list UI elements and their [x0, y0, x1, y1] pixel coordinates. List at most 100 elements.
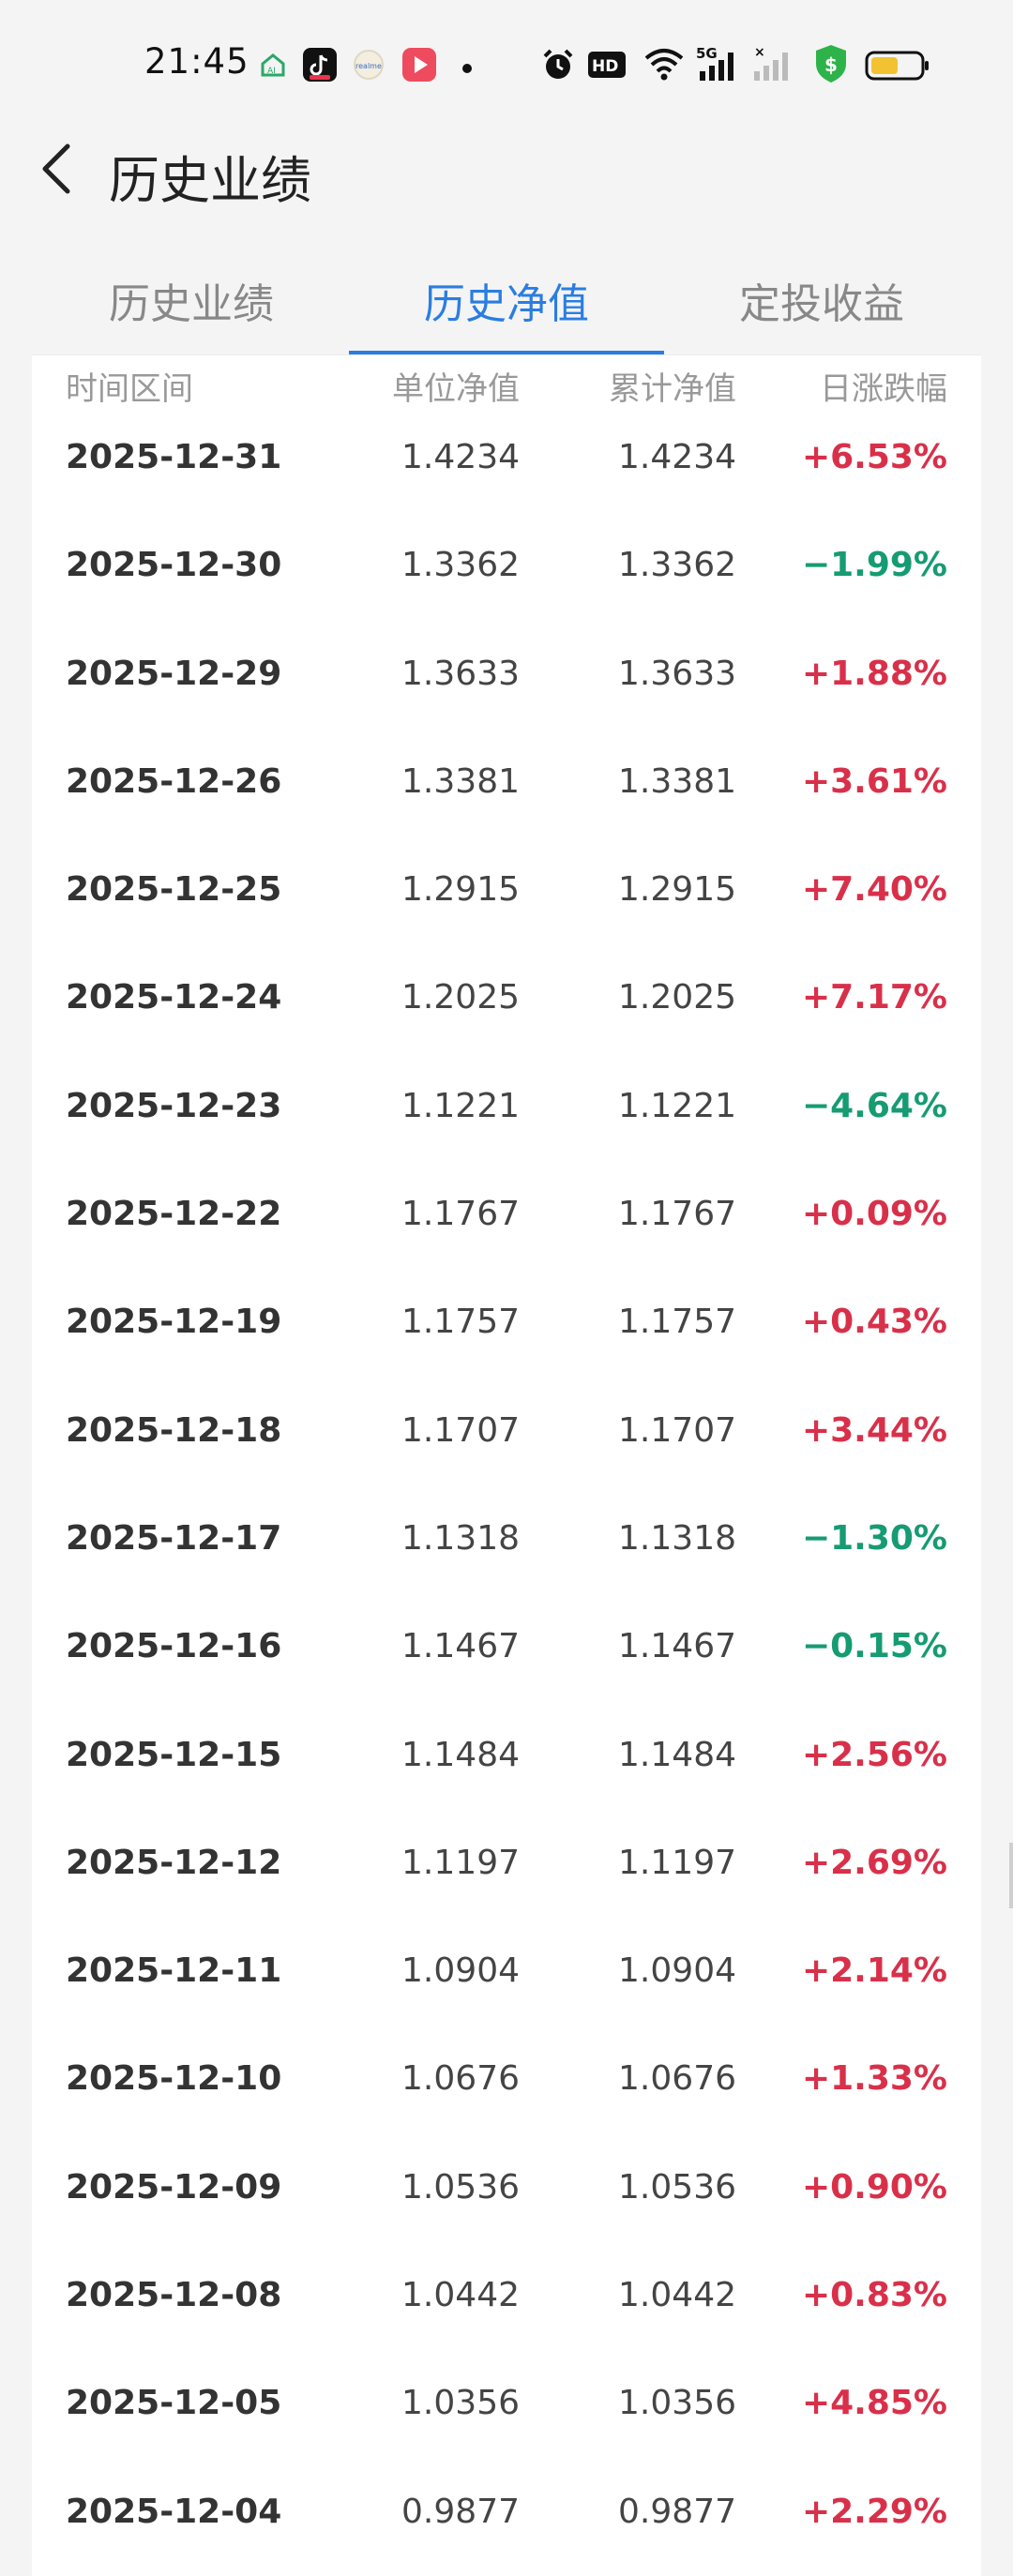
row-acc-nav: 1.3362: [618, 546, 736, 585]
table-row[interactable]: 2025-12-31 1.4234 1.4234 +6.53%: [32, 414, 981, 521]
app-ai-icon: AI: [257, 49, 289, 84]
table-row[interactable]: 2025-12-04 0.9877 0.9877 +2.29%: [32, 2468, 981, 2576]
row-change: +0.43%: [801, 1303, 947, 1342]
row-change: +6.53%: [801, 438, 947, 476]
row-acc-nav: 1.1467: [618, 1627, 736, 1666]
table-row[interactable]: 2025-12-08 1.0442 1.0442 +0.83%: [32, 2252, 981, 2359]
row-unit-nav: 1.3633: [401, 654, 520, 693]
row-unit-nav: 1.3381: [401, 761, 520, 801]
table-row[interactable]: 2025-12-10 1.0676 1.0676 +1.33%: [32, 2035, 981, 2143]
row-date: 2025-12-29: [66, 654, 282, 693]
row-acc-nav: 1.0442: [618, 2276, 736, 2315]
svg-text:HD: HD: [592, 57, 618, 76]
row-date: 2025-12-17: [66, 1518, 282, 1558]
row-unit-nav: 1.1707: [401, 1410, 520, 1450]
table-row[interactable]: 2025-12-22 1.1767 1.1767 +0.09%: [32, 1170, 981, 1278]
row-unit-nav: 1.0676: [401, 2059, 520, 2099]
row-date: 2025-12-08: [66, 2276, 282, 2315]
row-acc-nav: 1.1707: [618, 1410, 736, 1450]
row-unit-nav: 1.0536: [401, 2167, 520, 2207]
row-change: +2.69%: [801, 1843, 947, 1882]
back-button[interactable]: [28, 141, 84, 197]
row-date: 2025-12-12: [66, 1843, 282, 1882]
table-row[interactable]: 2025-12-24 1.2025 1.2025 +7.17%: [32, 954, 981, 1062]
table-row[interactable]: 2025-12-25 1.2915 1.2915 +7.40%: [32, 846, 981, 954]
row-change: +0.83%: [801, 2276, 947, 2315]
row-acc-nav: 1.0676: [618, 2059, 736, 2099]
table-row[interactable]: 2025-12-17 1.1318 1.1318 −1.30%: [32, 1495, 981, 1603]
svg-text:AI: AI: [267, 67, 276, 76]
row-unit-nav: 1.1767: [401, 1195, 520, 1234]
row-date: 2025-12-22: [66, 1195, 282, 1234]
tab-nav-history[interactable]: 历史净值: [424, 280, 589, 328]
header-change: 日涨跌幅: [820, 370, 947, 408]
realme-icon: realme: [351, 49, 386, 84]
row-date: 2025-12-23: [66, 1086, 282, 1125]
tiktok-icon: [302, 47, 338, 86]
table-body: 2025-12-31 1.4234 1.4234 +6.53% 2025-12-30 1.…: [32, 414, 981, 2576]
table-row[interactable]: 2025-12-30 1.3362 1.3362 −1.99%: [32, 521, 981, 629]
row-date: 2025-12-19: [66, 1303, 282, 1342]
row-change: +3.44%: [801, 1410, 947, 1450]
row-acc-nav: 1.2025: [618, 978, 736, 1017]
row-unit-nav: 1.4234: [401, 438, 520, 476]
row-date: 2025-12-25: [66, 870, 282, 910]
row-change: +0.09%: [801, 1195, 947, 1234]
table-row[interactable]: 2025-12-18 1.1707 1.1707 +3.44%: [32, 1387, 981, 1495]
row-date: 2025-12-15: [66, 1735, 282, 1774]
table-row[interactable]: 2025-12-29 1.3633 1.3633 +1.88%: [32, 630, 981, 738]
row-acc-nav: 1.0536: [618, 2167, 736, 2207]
table-row[interactable]: 2025-12-12 1.1197 1.1197 +2.69%: [32, 1819, 981, 1927]
header-acc-nav: 累计净值: [609, 370, 736, 408]
signal-icon: ×: [750, 45, 797, 86]
table-row[interactable]: 2025-12-23 1.1221 1.1221 −4.64%: [32, 1062, 981, 1170]
table-row[interactable]: 2025-12-26 1.3381 1.3381 +3.61%: [32, 738, 981, 846]
status-time: 21:45: [144, 41, 249, 82]
row-change: +3.61%: [801, 761, 947, 801]
table-row[interactable]: 2025-12-09 1.0536 1.0536 +0.90%: [32, 2144, 981, 2252]
row-date: 2025-12-24: [66, 978, 282, 1017]
row-unit-nav: 1.1221: [401, 1086, 520, 1125]
row-date: 2025-12-31: [66, 438, 282, 476]
row-acc-nav: 1.0904: [618, 1951, 736, 1991]
table-row[interactable]: 2025-12-11 1.0904 1.0904 +2.14%: [32, 1927, 981, 2035]
row-date: 2025-12-10: [66, 2059, 282, 2099]
dot-icon: [461, 60, 473, 78]
battery-icon: [865, 51, 930, 84]
svg-text:×: ×: [754, 45, 765, 60]
row-acc-nav: 1.1767: [618, 1195, 736, 1234]
tab-sip-returns[interactable]: 定投收益: [739, 280, 904, 328]
video-icon: [401, 47, 437, 86]
page-header: 历史业绩: [0, 131, 1013, 210]
table-row[interactable]: 2025-12-19 1.1757 1.1757 +0.43%: [32, 1278, 981, 1386]
nav-table-card: 时间区间 单位净值 累计净值 日涨跌幅 2025-12-31 1.4234 1.42…: [32, 354, 981, 2576]
row-change: +7.40%: [801, 870, 947, 910]
row-acc-nav: 1.1318: [618, 1518, 736, 1558]
row-unit-nav: 1.0356: [401, 2384, 520, 2423]
row-date: 2025-12-30: [66, 546, 282, 585]
row-unit-nav: 1.2025: [401, 978, 520, 1017]
row-acc-nav: 1.1484: [618, 1735, 736, 1774]
header-unit-nav: 单位净值: [392, 370, 520, 408]
row-date: 2025-12-16: [66, 1627, 282, 1666]
row-change: +2.14%: [801, 1951, 947, 1991]
scrollbar[interactable]: [1009, 1843, 1013, 1908]
table-row[interactable]: 2025-12-15 1.1484 1.1484 +2.56%: [32, 1711, 981, 1819]
row-change: +0.90%: [801, 2167, 947, 2207]
status-bar: 21:45 AI realme HD 5G × $: [0, 0, 1013, 131]
row-acc-nav: 1.1757: [618, 1303, 736, 1342]
svg-text:$: $: [824, 53, 838, 76]
table-row[interactable]: 2025-12-16 1.1467 1.1467 −0.15%: [32, 1603, 981, 1710]
row-unit-nav: 1.1467: [401, 1627, 520, 1666]
table-row[interactable]: 2025-12-05 1.0356 1.0356 +4.85%: [32, 2359, 981, 2467]
row-acc-nav: 1.1197: [618, 1843, 736, 1882]
tab-performance[interactable]: 历史业绩: [109, 280, 274, 328]
row-unit-nav: 1.3362: [401, 546, 520, 585]
row-change: −1.99%: [801, 546, 947, 585]
row-acc-nav: 1.1221: [618, 1086, 736, 1125]
security-shield-icon: $: [812, 43, 850, 88]
row-unit-nav: 1.0904: [401, 1951, 520, 1991]
row-acc-nav: 1.0356: [618, 2384, 736, 2423]
row-unit-nav: 1.1484: [401, 1735, 520, 1774]
signal-5g-icon: 5G: [696, 45, 743, 86]
